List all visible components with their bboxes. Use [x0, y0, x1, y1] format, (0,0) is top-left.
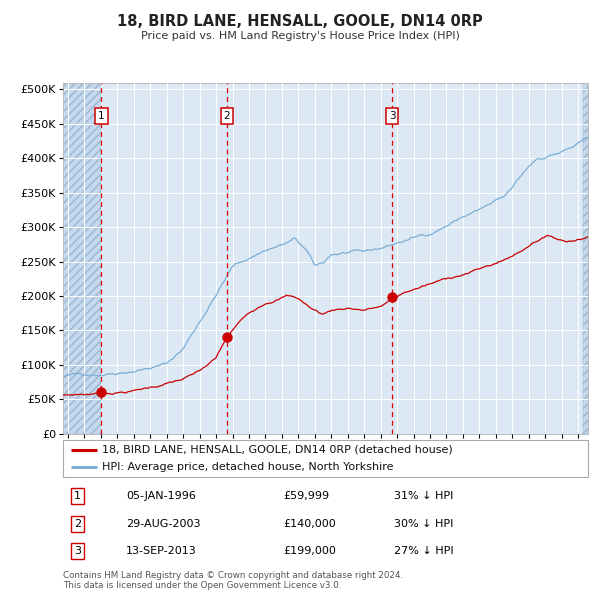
- Text: 1: 1: [98, 111, 104, 120]
- Text: 27% ↓ HPI: 27% ↓ HPI: [394, 546, 454, 556]
- Bar: [583, 83, 588, 434]
- Text: 13-SEP-2013: 13-SEP-2013: [126, 546, 197, 556]
- Text: 18, BIRD LANE, HENSALL, GOOLE, DN14 0RP: 18, BIRD LANE, HENSALL, GOOLE, DN14 0RP: [117, 14, 483, 28]
- Text: 18, BIRD LANE, HENSALL, GOOLE, DN14 0RP (detached house): 18, BIRD LANE, HENSALL, GOOLE, DN14 0RP …: [103, 445, 453, 454]
- Text: £59,999: £59,999: [284, 491, 329, 502]
- Text: £140,000: £140,000: [284, 519, 336, 529]
- Text: 1: 1: [74, 491, 81, 502]
- Text: 3: 3: [74, 546, 81, 556]
- Text: HPI: Average price, detached house, North Yorkshire: HPI: Average price, detached house, Nort…: [103, 463, 394, 473]
- Bar: [63, 83, 101, 434]
- Text: 05-JAN-1996: 05-JAN-1996: [126, 491, 196, 502]
- Text: 30% ↓ HPI: 30% ↓ HPI: [394, 519, 453, 529]
- Text: Contains HM Land Registry data © Crown copyright and database right 2024.
This d: Contains HM Land Registry data © Crown c…: [63, 571, 403, 590]
- Text: £199,000: £199,000: [284, 546, 337, 556]
- Text: 29-AUG-2003: 29-AUG-2003: [126, 519, 200, 529]
- Text: Price paid vs. HM Land Registry's House Price Index (HPI): Price paid vs. HM Land Registry's House …: [140, 31, 460, 41]
- Bar: [63, 83, 101, 434]
- Bar: [583, 83, 588, 434]
- Text: 2: 2: [74, 519, 81, 529]
- FancyBboxPatch shape: [63, 440, 588, 477]
- Text: 31% ↓ HPI: 31% ↓ HPI: [394, 491, 453, 502]
- Text: 3: 3: [389, 111, 395, 120]
- Text: 2: 2: [224, 111, 230, 120]
